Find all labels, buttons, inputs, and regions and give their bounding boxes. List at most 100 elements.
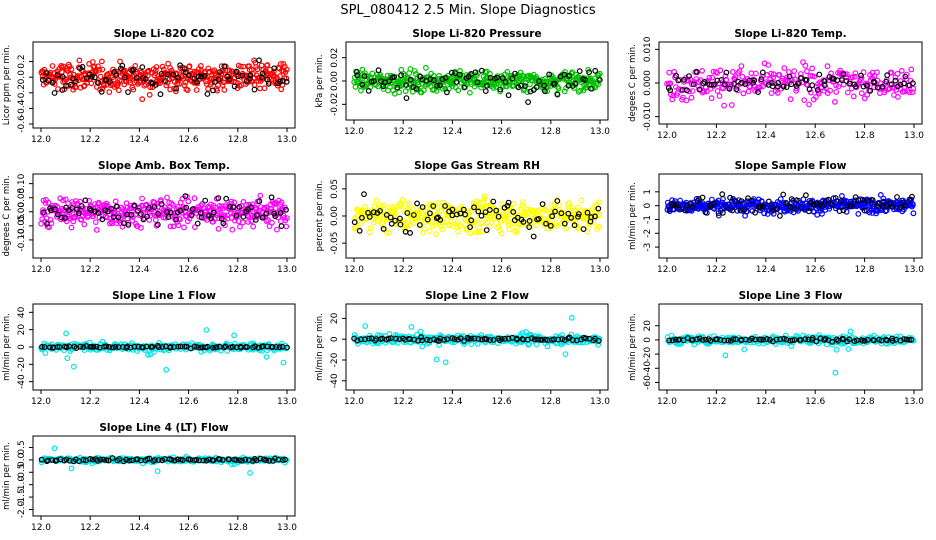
data-point — [450, 223, 457, 230]
data-point — [266, 457, 273, 464]
data-point — [157, 91, 164, 98]
data-point — [189, 206, 196, 213]
data-point — [137, 224, 144, 231]
x-tick-label: 12.4 — [756, 265, 776, 275]
data-point — [675, 77, 682, 84]
data-point — [420, 229, 426, 236]
data-point — [783, 74, 790, 81]
data-point — [717, 337, 724, 343]
data-point — [245, 78, 252, 85]
data-point — [269, 219, 275, 226]
data-point — [204, 91, 211, 97]
data-point — [802, 62, 809, 69]
data-point — [258, 62, 265, 69]
data-point — [177, 207, 184, 214]
data-point — [149, 343, 156, 350]
y-tick-label: 0 — [643, 203, 653, 209]
data-point — [175, 222, 182, 229]
y-tick-label: -0.010 — [643, 102, 653, 131]
data-point — [436, 72, 443, 79]
data-point — [537, 336, 544, 343]
data-point — [688, 94, 695, 101]
data-point — [582, 335, 589, 342]
panel-title: Slope Li-820 Temp. — [734, 28, 846, 40]
data-point — [748, 70, 755, 77]
data-point — [533, 84, 540, 91]
data-point — [551, 80, 558, 87]
data-point — [237, 63, 244, 70]
data-point — [682, 207, 688, 214]
x-tick-label: 12.8 — [228, 397, 248, 407]
y-tick-label: -1.5 — [17, 488, 27, 506]
data-point — [774, 206, 780, 213]
data-point — [140, 216, 147, 223]
data-point — [482, 209, 489, 216]
data-point — [510, 208, 517, 215]
data-point — [666, 69, 673, 76]
data-point — [813, 338, 820, 345]
points — [38, 445, 290, 476]
data-point — [259, 70, 266, 77]
data-point — [702, 209, 709, 216]
data-point — [388, 220, 395, 227]
data-point — [173, 216, 180, 223]
data-point — [263, 210, 270, 217]
data-point — [676, 206, 683, 213]
data-point — [821, 82, 828, 89]
data-point — [280, 77, 286, 84]
data-point — [787, 96, 794, 103]
data-point — [686, 73, 692, 79]
data-point — [182, 193, 189, 200]
data-point — [365, 87, 372, 94]
data-point — [467, 207, 474, 214]
x-tick-label: 13.0 — [904, 265, 924, 275]
data-point — [441, 336, 448, 343]
data-point — [63, 456, 70, 463]
x-tick-label: 12.2 — [393, 127, 413, 137]
data-point — [384, 230, 390, 236]
data-point — [781, 335, 787, 342]
data-point — [569, 204, 575, 211]
data-point — [788, 196, 795, 203]
data-point — [439, 226, 446, 233]
data-point — [133, 74, 140, 81]
data-point — [509, 75, 516, 82]
data-point — [247, 72, 254, 79]
data-point — [580, 226, 587, 233]
data-point — [683, 202, 690, 209]
data-point — [257, 192, 264, 199]
data-point — [478, 67, 485, 74]
data-point — [740, 90, 747, 97]
data-point — [59, 87, 66, 93]
data-point — [723, 204, 729, 210]
data-point — [566, 200, 573, 206]
data-point — [167, 223, 174, 230]
data-point — [263, 457, 270, 464]
data-point — [555, 336, 562, 343]
points — [38, 327, 290, 373]
data-point — [106, 344, 112, 350]
data-point — [667, 87, 674, 94]
data-point — [758, 76, 765, 83]
data-point — [280, 359, 287, 366]
x-tick-label: 13.0 — [277, 135, 297, 145]
data-point — [134, 207, 141, 214]
x-tick-label: 12.6 — [492, 397, 512, 407]
data-point — [87, 456, 93, 462]
data-point — [220, 220, 227, 227]
data-point — [387, 214, 394, 221]
data-point — [398, 66, 405, 73]
data-point — [454, 219, 461, 226]
data-point — [272, 213, 279, 220]
data-point — [510, 200, 517, 207]
data-point — [427, 76, 434, 82]
data-point — [729, 68, 736, 75]
data-point — [96, 66, 103, 73]
data-point — [159, 63, 166, 70]
data-point — [252, 343, 259, 350]
x-tick-label: 12.2 — [393, 265, 413, 275]
data-point — [215, 76, 222, 83]
panel-title: Slope Li-820 Pressure — [412, 28, 541, 40]
data-point — [467, 89, 473, 96]
